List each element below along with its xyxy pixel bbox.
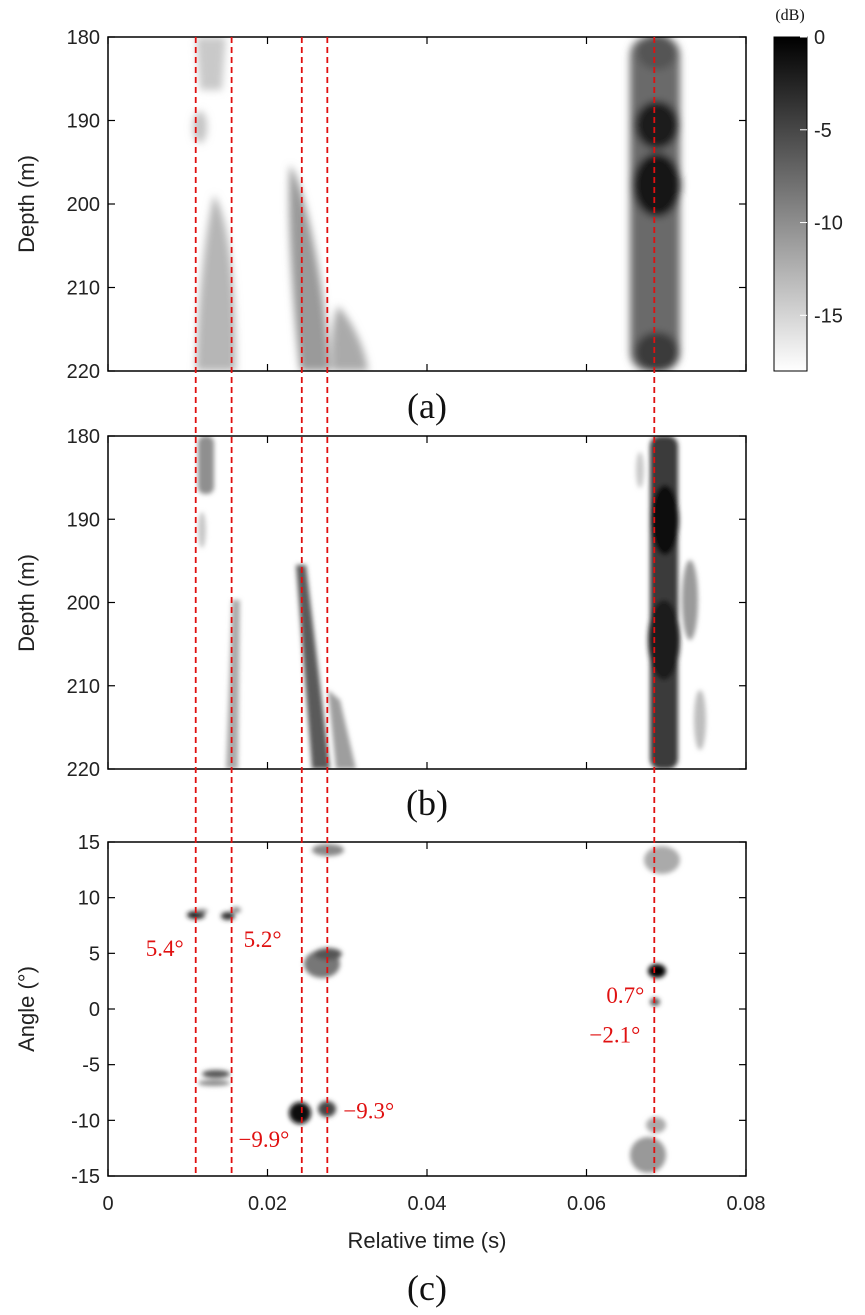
panel-b-arrival-1b <box>198 512 206 548</box>
panel-b-arrival-2 <box>226 600 240 769</box>
axes-a: 180 190 200 210 220 <box>67 27 747 383</box>
colorbar: (dB) 0 -5 -10 -15 <box>773 7 843 372</box>
caption-a: (a) <box>407 386 447 426</box>
xtick-label: 0.08 <box>727 1193 766 1215</box>
ytick-label: 200 <box>67 194 100 216</box>
peak-annotations: 5.4° 5.2° −9.9° −9.3° 0.7° −2.1° <box>146 927 645 1152</box>
reference-lines <box>194 37 656 1176</box>
panel-b-strong-1 <box>651 485 679 555</box>
panel-c-peak-2c <box>196 909 208 913</box>
ytick-label: 180 <box>67 27 100 49</box>
ylabel-c: Angle (°) <box>14 966 39 1052</box>
ytick-label: -5 <box>82 1055 100 1077</box>
panel-c-peak-5 <box>648 964 666 978</box>
panel-a-strong-4 <box>637 37 677 70</box>
panel-b-side-2 <box>694 690 706 750</box>
ytick-label: 190 <box>67 111 100 133</box>
peak-label: 0.7° <box>606 983 644 1008</box>
panel-b-side-3 <box>636 452 644 488</box>
ytick-label: 200 <box>67 593 100 615</box>
panel-a-arrival-4 <box>331 306 368 371</box>
panel-c-cluster-6 <box>644 846 680 874</box>
ytick-label: 10 <box>78 888 100 910</box>
ytick-label: -10 <box>71 1110 100 1132</box>
panel-a-strong-2 <box>633 153 681 217</box>
colorbar-unit: (dB) <box>775 7 804 24</box>
panel-b-side-1 <box>682 560 698 640</box>
panel-c-peak-1 <box>187 911 205 919</box>
panel-b-arrival-1 <box>198 436 214 494</box>
panel-a-intensity <box>193 37 681 371</box>
panel-b-arrival-4 <box>328 690 356 769</box>
colorbar-tick-label: 0 <box>814 27 825 49</box>
ylabel-a: Depth (m) <box>14 155 39 253</box>
xlabel-c: Relative time (s) <box>348 1228 507 1253</box>
panel-c-cluster-7b <box>646 1117 666 1133</box>
panel-b-arrival-3 <box>296 565 330 769</box>
peak-label: −2.1° <box>589 1022 640 1047</box>
peak-label: 5.2° <box>244 927 282 952</box>
peak-label: −9.9° <box>238 1127 289 1152</box>
panel-c-cluster-3b <box>314 948 342 960</box>
panel-b-intensity <box>198 436 706 769</box>
ytick-label: 220 <box>67 759 100 781</box>
panel-c-cluster-5 <box>202 1070 230 1078</box>
ytick-label: 0 <box>89 999 100 1021</box>
axes-b: 180 190 200 210 220 <box>67 426 747 781</box>
ylabel-b: Depth (m) <box>14 554 39 652</box>
peak-label: 5.4° <box>146 936 184 961</box>
panel-a-arrival-2 <box>196 195 236 371</box>
panel-c-cluster-7 <box>630 1137 666 1173</box>
colorbar-tick-label: -10 <box>814 213 843 235</box>
colorbar-gradient <box>773 36 808 372</box>
panel-a-strong-3 <box>635 332 679 371</box>
panel-a-arrival-3 <box>289 165 330 371</box>
colorbar-tick-label: -5 <box>814 120 832 142</box>
xtick-label: 0.04 <box>408 1193 447 1215</box>
ytick-label: -15 <box>71 1166 100 1188</box>
ytick-label: 210 <box>67 278 100 300</box>
xtick-label: 0 <box>102 1193 113 1215</box>
peak-label: −9.3° <box>343 1099 394 1124</box>
panel-c-peak-2b <box>231 907 241 913</box>
caption-b: (b) <box>406 783 448 823</box>
ytick-label: 210 <box>67 676 100 698</box>
colorbar-tick-label: -15 <box>814 305 843 327</box>
ytick-label: 180 <box>67 426 100 448</box>
panel-c-peak-3 <box>289 1102 311 1124</box>
xtick-label: 0.02 <box>248 1193 287 1215</box>
panel-a-arrival-1 <box>196 37 226 90</box>
ytick-label: 190 <box>67 509 100 531</box>
ytick-label: 220 <box>67 361 100 383</box>
panel-b-strong-2 <box>648 600 680 680</box>
ytick-label: 5 <box>89 943 100 965</box>
panel-c-cluster-5b <box>198 1080 230 1086</box>
xtick-label: 0.06 <box>567 1193 606 1215</box>
caption-c: (c) <box>407 1268 447 1308</box>
panel-c-intensity <box>187 844 680 1173</box>
panel-c-peak-2 <box>221 912 235 920</box>
ytick-label: 15 <box>78 832 100 854</box>
panel-a-strong-1 <box>635 101 679 149</box>
